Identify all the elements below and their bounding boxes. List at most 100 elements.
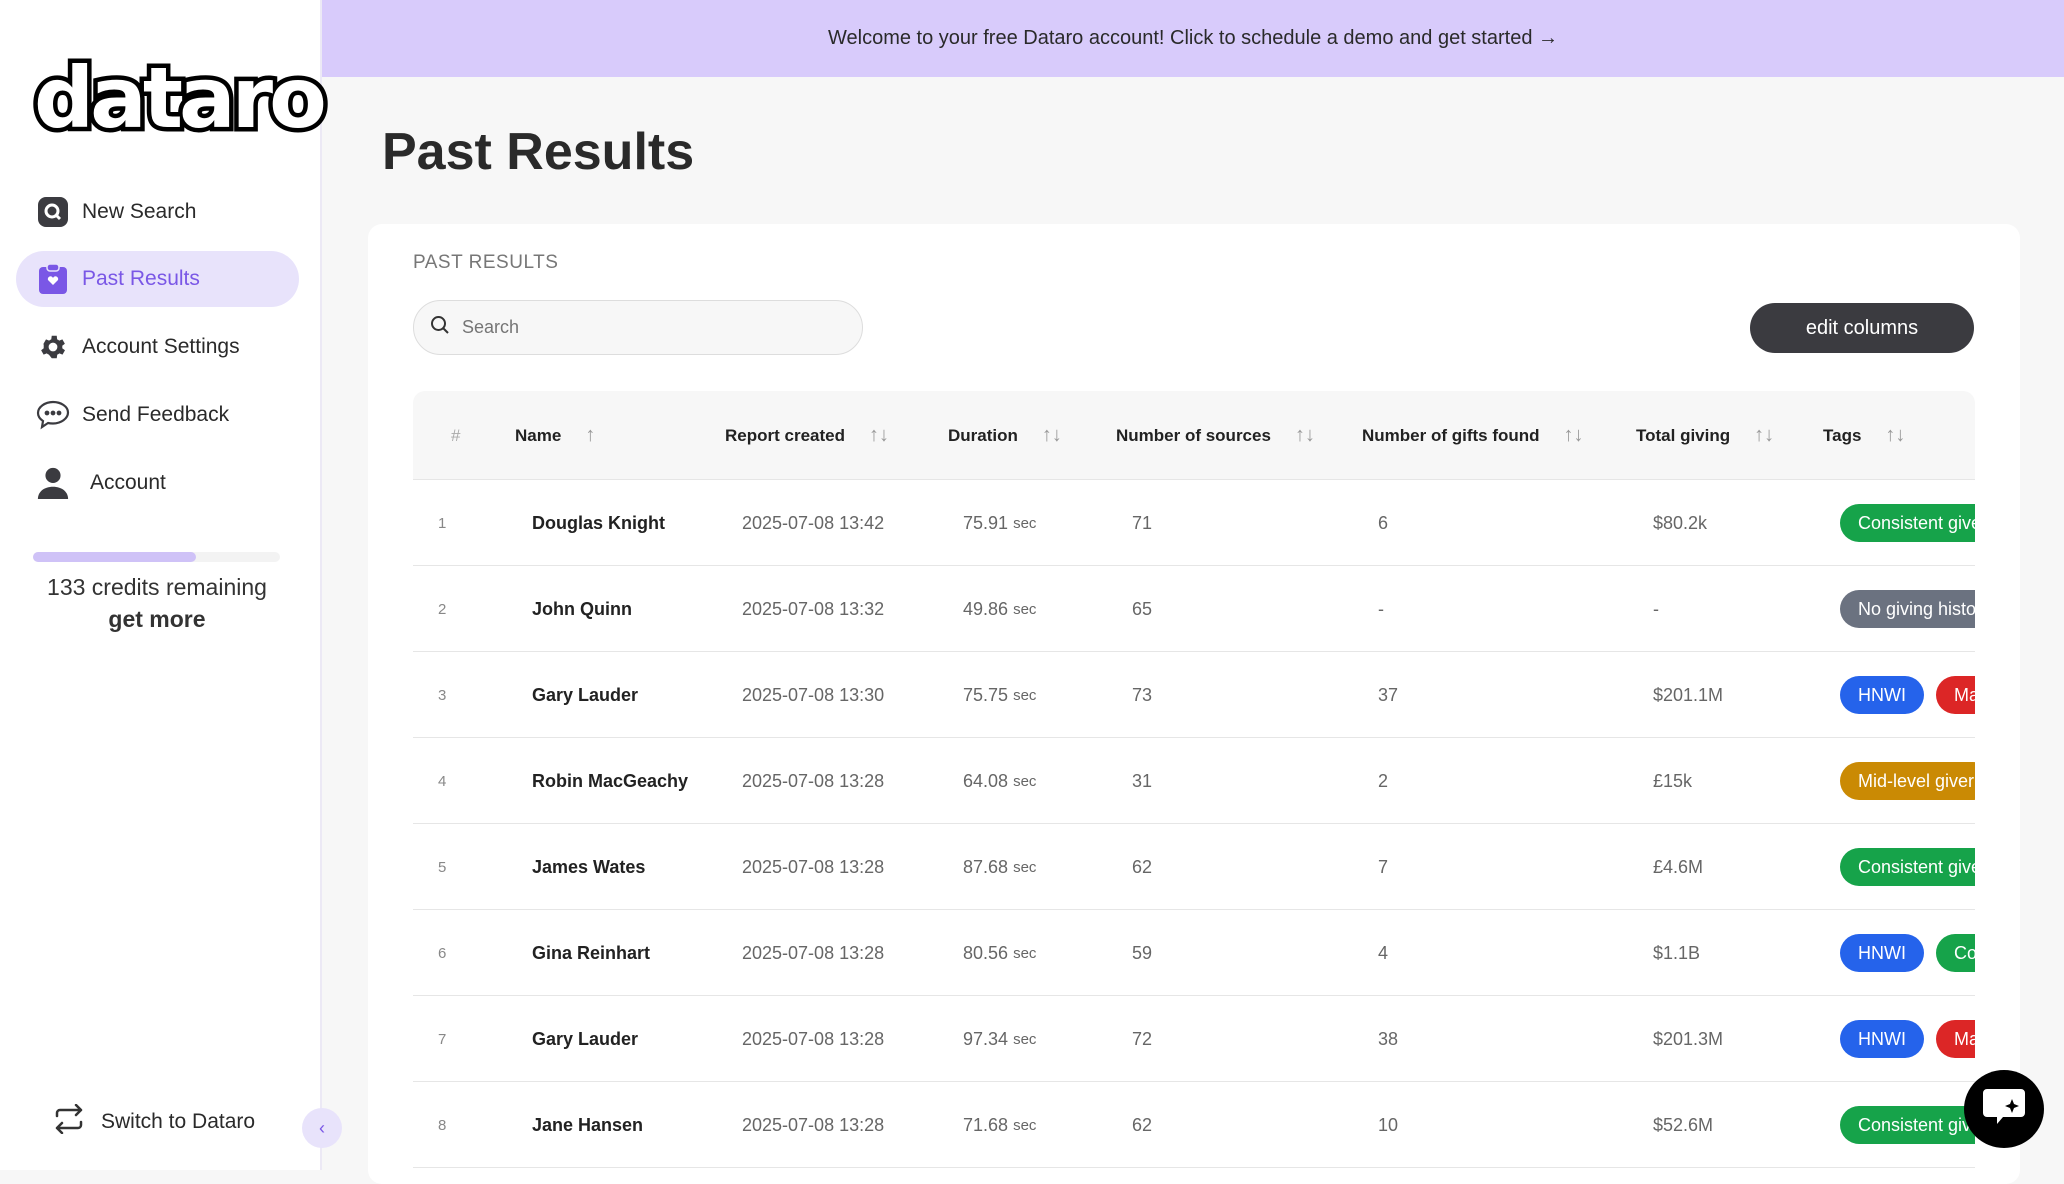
chat-assistant-button[interactable]: [1964, 1070, 2044, 1148]
tag-badge: HNWI: [1840, 1020, 1924, 1058]
sidebar-item-label: Past Results: [82, 267, 200, 290]
sort-icon[interactable]: ↑↓: [1563, 424, 1584, 446]
sidebar-item-account[interactable]: Account: [16, 455, 299, 511]
column-header-tags[interactable]: Tags ↑↓: [1823, 391, 1905, 480]
sort-icon[interactable]: ↑↓: [868, 424, 889, 446]
table-row[interactable]: 1 Douglas Knight 2025-07-08 13:42 75.91 sec…: [413, 480, 1975, 566]
row-sources: 73: [1132, 684, 1153, 705]
sort-icon[interactable]: ↑↓: [1294, 424, 1315, 446]
results-card: PAST RESULTS edit columns # Name ↑ Report c…: [368, 224, 2020, 1184]
row-gifts: 10: [1378, 1114, 1399, 1135]
sidebar-item-account-settings[interactable]: Account Settings: [16, 319, 299, 375]
table-row[interactable]: 6 Gina Reinhart 2025-07-08 13:28 80.56 sec 5…: [413, 910, 1975, 996]
row-total-giving: $201.3M: [1653, 1028, 1724, 1049]
table-row[interactable]: 5 James Wates 2025-07-08 13:28 87.68 sec 62 7…: [413, 824, 1975, 910]
row-gifts: 2: [1378, 770, 1389, 791]
table-row[interactable]: 8 Jane Hansen 2025-07-08 13:28 71.68 sec 62 1…: [413, 1082, 1975, 1168]
row-gifts: 4: [1378, 942, 1389, 963]
row-report-created: 2025-07-08 13:30: [742, 684, 885, 705]
duration-unit: sec: [1013, 1116, 1037, 1134]
chat-bubble-icon: [36, 398, 70, 432]
row-report-created: 2025-07-08 13:32: [742, 598, 885, 619]
edit-columns-button[interactable]: edit columns: [1750, 303, 1974, 353]
sidebar-item-new-search[interactable]: New Search: [16, 184, 299, 240]
column-label: Duration: [948, 425, 1018, 445]
tag-badge: No giving history: [1840, 590, 1975, 628]
column-header-index: #: [451, 391, 460, 480]
row-total-giving: $1.1B: [1653, 942, 1701, 963]
row-name[interactable]: John Quinn: [532, 598, 632, 619]
row-index: 2: [438, 600, 447, 618]
switch-to-dataro-button[interactable]: Switch to Dataro: [53, 1103, 256, 1140]
get-more-link[interactable]: get more: [108, 606, 206, 632]
tag-badge: Ma: [1936, 1020, 1975, 1058]
row-sources: 72: [1132, 1028, 1153, 1049]
row-duration: 80.56 sec: [963, 910, 1036, 996]
search-input[interactable]: [462, 317, 842, 338]
row-report-created: 2025-07-08 13:28: [742, 1114, 885, 1135]
row-gifts: 7: [1378, 856, 1389, 877]
table-row[interactable]: 3 Gary Lauder 2025-07-08 13:30 75.75 sec 73 3…: [413, 652, 1975, 738]
row-report-created: 2025-07-08 13:28: [742, 856, 885, 877]
column-header-duration[interactable]: Duration ↑↓: [948, 391, 1062, 480]
search-box[interactable]: [413, 300, 863, 355]
column-label: #: [451, 425, 461, 445]
tag-badge: HNWI: [1840, 934, 1924, 972]
table-row[interactable]: 2 John Quinn 2025-07-08 13:32 49.86 sec 65 - -…: [413, 566, 1975, 652]
search-icon: [430, 315, 450, 340]
column-header-name[interactable]: Name ↑: [515, 391, 595, 480]
row-name[interactable]: Gary Lauder: [532, 684, 639, 705]
collapse-sidebar-button[interactable]: ‹: [302, 1108, 342, 1148]
row-total-giving: -: [1653, 598, 1659, 619]
row-duration: 75.75 sec: [963, 652, 1036, 738]
row-name[interactable]: Douglas Knight: [532, 512, 665, 533]
table-row[interactable]: 7 Gary Lauder 2025-07-08 13:28 97.34 sec 72 3…: [413, 996, 1975, 1082]
banner-text: Welcome to your free Dataro account! Cli…: [828, 27, 1558, 49]
credits-progress: [33, 552, 280, 562]
credits-progress-fill: [33, 552, 197, 562]
row-sources: 62: [1132, 1114, 1153, 1135]
row-tags: Mid-level giver: [1840, 738, 1975, 824]
row-sources: 31: [1132, 770, 1153, 791]
row-index: 7: [438, 1030, 447, 1048]
credits-remaining: 133 credits remaining: [47, 574, 267, 600]
row-name[interactable]: Gina Reinhart: [532, 942, 651, 963]
column-header-number-of-sources[interactable]: Number of sources ↑↓: [1116, 391, 1315, 480]
row-tags: HNWI Co: [1840, 910, 1975, 996]
table-row[interactable]: 4 Robin MacGeachy 2025-07-08 13:28 64.08 se…: [413, 738, 1975, 824]
table-header: # Name ↑ Report created ↑↓ Duration ↑↓ Number o…: [413, 391, 1975, 480]
switch-label: Switch to Dataro: [101, 1110, 256, 1133]
row-name[interactable]: Jane Hansen: [532, 1114, 644, 1135]
sidebar: dataro New Search Past Results Account Set…: [0, 0, 332, 1170]
sidebar-item-label: New Search: [82, 200, 197, 223]
row-name[interactable]: Gary Lauder: [532, 1028, 639, 1049]
column-header-number-of-gifts-found[interactable]: Number of gifts found ↑↓: [1362, 391, 1584, 480]
row-sources: 71: [1132, 512, 1153, 533]
tag-badge: Ma: [1936, 676, 1975, 714]
column-header-report-created[interactable]: Report created ↑↓: [725, 391, 889, 480]
sidebar-item-past-results[interactable]: Past Results: [16, 251, 299, 307]
welcome-banner[interactable]: Welcome to your free Dataro account! Cli…: [322, 0, 2064, 77]
row-tags: Consistent giver: [1840, 824, 1975, 910]
sort-icon[interactable]: ↑↓: [1885, 424, 1906, 446]
row-name[interactable]: James Wates: [532, 856, 646, 877]
ai-chat-icon: [1981, 1087, 2027, 1132]
search-icon: [36, 195, 70, 229]
row-name[interactable]: Robin MacGeachy: [532, 770, 689, 791]
row-index: 8: [438, 1116, 447, 1134]
duration-value: 75.91: [963, 512, 1009, 533]
row-gifts: 6: [1378, 512, 1389, 533]
sidebar-item-send-feedback[interactable]: Send Feedback: [16, 387, 299, 443]
row-duration: 49.86 sec: [963, 566, 1036, 652]
sidebar-item-label: Send Feedback: [82, 403, 230, 426]
dataro-logo[interactable]: dataro: [30, 49, 332, 147]
row-sources: 62: [1132, 856, 1153, 877]
column-header-total-giving[interactable]: Total giving ↑↓: [1636, 391, 1774, 480]
sort-ascending-icon[interactable]: ↑: [585, 424, 596, 446]
sort-icon[interactable]: ↑↓: [1754, 424, 1775, 446]
duration-value: 87.68: [963, 856, 1009, 877]
row-duration: 75.91 sec: [963, 480, 1036, 566]
sort-icon[interactable]: ↑↓: [1041, 424, 1062, 446]
column-label: Tags: [1823, 425, 1862, 445]
row-tags: HNWI Ma: [1840, 652, 1975, 738]
